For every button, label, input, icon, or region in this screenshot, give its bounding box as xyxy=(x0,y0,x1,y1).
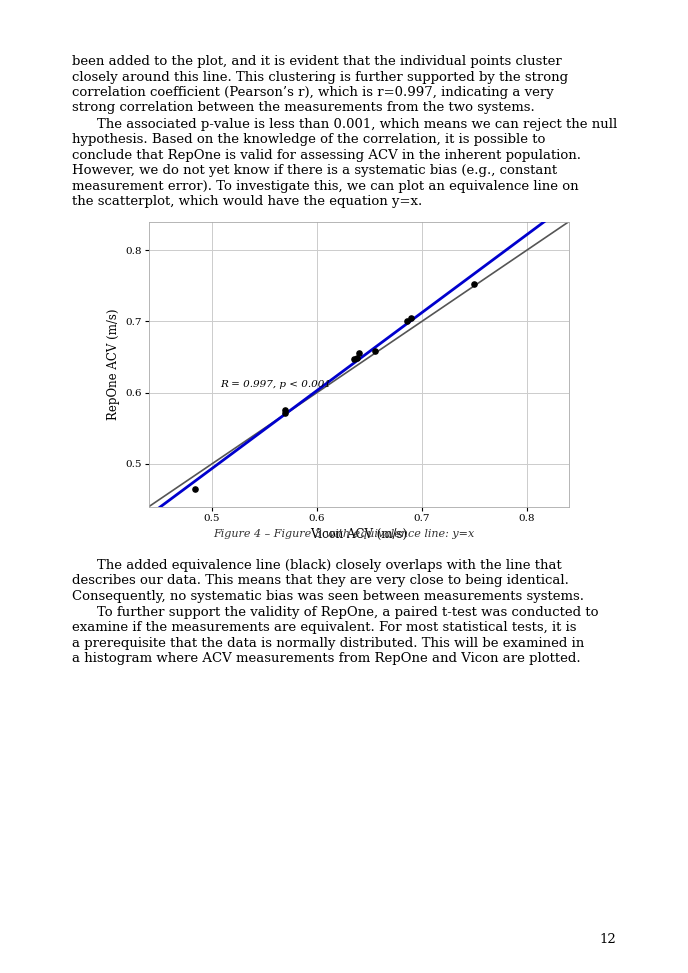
Text: examine if the measurements are equivalent. For most statistical tests, it is: examine if the measurements are equivale… xyxy=(72,622,577,634)
Point xyxy=(348,351,359,367)
Text: conclude that RepOne is valid for assessing ACV in the inherent population.: conclude that RepOne is valid for assess… xyxy=(72,149,581,162)
Text: Figure 4 – Figure 3 with equivalence line: y=x: Figure 4 – Figure 3 with equivalence lin… xyxy=(213,528,475,539)
Text: a histogram where ACV measurements from RepOne and Vicon are plotted.: a histogram where ACV measurements from … xyxy=(72,652,581,666)
Point xyxy=(469,275,480,291)
Text: closely around this line. This clustering is further supported by the strong: closely around this line. This clusterin… xyxy=(72,70,568,84)
Point xyxy=(190,482,201,497)
Text: To further support the validity of RepOne, a paired t-test was conducted to: To further support the validity of RepOn… xyxy=(97,606,599,619)
Text: a prerequisite that the data is normally distributed. This will be examined in: a prerequisite that the data is normally… xyxy=(72,637,584,650)
Text: The added equivalence line (black) closely overlaps with the line that: The added equivalence line (black) close… xyxy=(97,559,561,571)
Point xyxy=(280,405,291,420)
Text: describes our data. This means that they are very close to being identical.: describes our data. This means that they… xyxy=(72,574,569,587)
Text: The associated p-value is less than 0.001, which means we can reject the null: The associated p-value is less than 0.00… xyxy=(97,118,617,130)
Text: the scatterplot, which would have the equation y=x.: the scatterplot, which would have the eq… xyxy=(72,196,422,208)
Point xyxy=(280,403,291,418)
Text: R = 0.997, p < 0.001: R = 0.997, p < 0.001 xyxy=(220,379,332,389)
X-axis label: Vicon ACV (m/s): Vicon ACV (m/s) xyxy=(310,528,407,541)
Text: correlation coefficient (Pearson’s r), which is r=0.997, indicating a very: correlation coefficient (Pearson’s r), w… xyxy=(72,86,554,99)
Point xyxy=(369,342,380,358)
Y-axis label: RepOne ACV (m/s): RepOne ACV (m/s) xyxy=(107,308,120,419)
Point xyxy=(352,350,363,366)
Point xyxy=(406,310,417,326)
Text: hypothesis. Based on the knowledge of the correlation, it is possible to: hypothesis. Based on the knowledge of th… xyxy=(72,133,546,146)
Text: Consequently, no systematic bias was seen between measurements systems.: Consequently, no systematic bias was see… xyxy=(72,590,584,602)
Text: strong correlation between the measurements from the two systems.: strong correlation between the measureme… xyxy=(72,101,535,115)
Text: measurement error). To investigate this, we can plot an equivalence line on: measurement error). To investigate this,… xyxy=(72,180,579,193)
Text: been added to the plot, and it is evident that the individual points cluster: been added to the plot, and it is eviden… xyxy=(72,55,561,68)
Text: However, we do not yet know if there is a systematic bias (e.g., constant: However, we do not yet know if there is … xyxy=(72,164,557,177)
Point xyxy=(354,345,365,361)
Text: 12: 12 xyxy=(599,933,616,946)
Point xyxy=(402,313,413,329)
